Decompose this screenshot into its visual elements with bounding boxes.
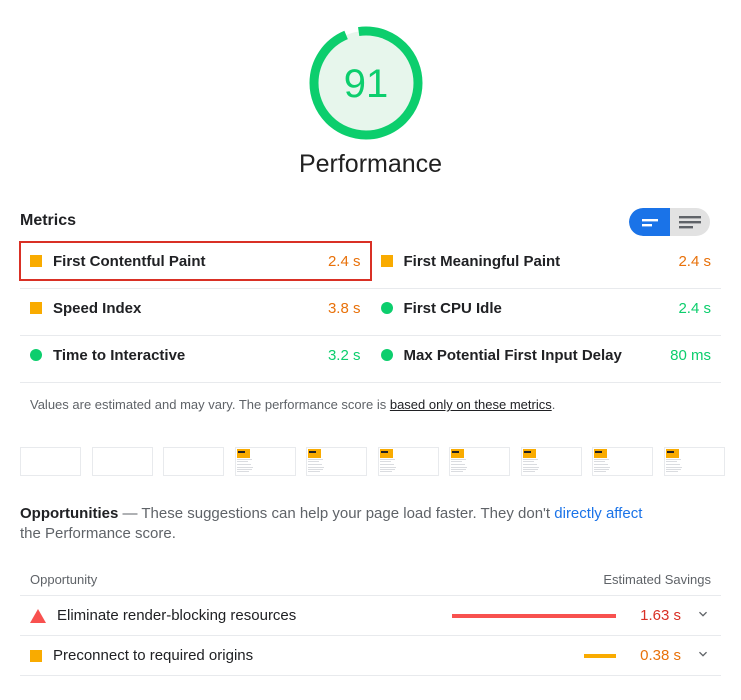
svg-text:91: 91 (343, 62, 388, 106)
